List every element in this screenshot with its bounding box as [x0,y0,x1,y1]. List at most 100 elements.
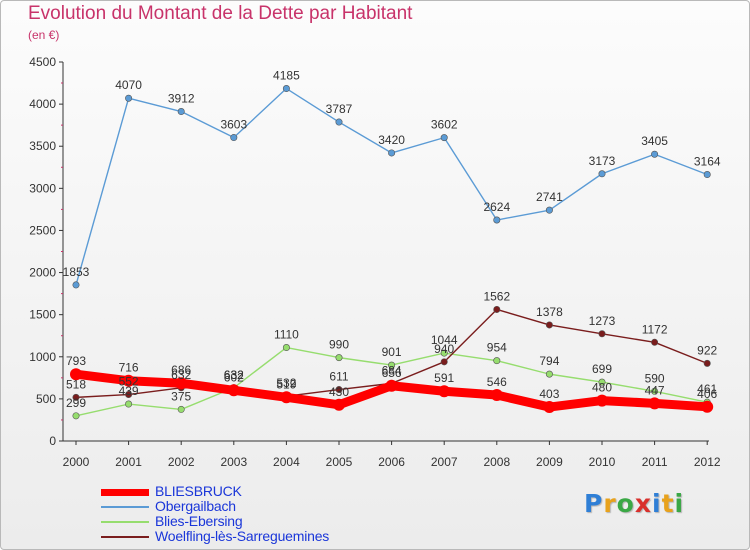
data-point [545,370,553,378]
data-label: 546 [487,375,507,389]
data-point [227,384,240,397]
legend-label: Blies-Ebersing [155,513,243,529]
data-point [545,321,553,329]
legend-label: Woelfling-lès-Sarreguemines [155,528,330,544]
data-point [598,330,606,338]
x-tick-label: 2009 [536,455,563,469]
data-label: 532 [276,376,296,390]
logo-letter: i [652,489,662,518]
y-tick-label: 1000 [29,350,56,364]
legend-item: Woelfling-lès-Sarreguemines [101,528,421,545]
data-point [230,134,238,142]
data-label: 480 [592,381,612,395]
data-point [703,171,711,179]
data-point [280,391,293,404]
x-tick-label: 2001 [115,455,142,469]
data-point [70,368,82,381]
data-label: 430 [329,385,349,399]
data-label: 1853 [63,265,90,279]
data-label: 2624 [483,200,510,214]
data-label: 793 [66,354,86,368]
data-point [596,394,608,407]
data-point [125,400,133,408]
logo-letter: i [674,489,685,518]
data-point [598,378,606,386]
data-point [388,361,396,369]
data-label: 3420 [378,133,405,147]
data-label: 922 [697,343,717,357]
series-line-1 [75,87,708,286]
logo-letter: r [603,489,617,518]
data-point [440,134,448,142]
data-label: 3405 [641,134,668,148]
y-tick-label: 2000 [29,266,56,280]
data-point [177,405,185,413]
data-point [177,108,185,116]
data-point [651,150,659,158]
legend-item: Obergailbach [101,498,421,515]
y-tick-label: 0 [49,434,56,448]
data-label: 461 [697,382,717,396]
x-tick-label: 2006 [378,455,405,469]
data-label: 954 [487,341,507,355]
data-label: 3164 [694,155,721,169]
data-point [125,391,133,399]
data-label: 1044 [431,333,458,347]
data-label: 632 [224,368,244,382]
proxiti-logo: Proxiti [584,489,684,518]
series-lines [70,85,714,420]
data-label: 686 [171,363,191,377]
data-label: 990 [329,338,349,352]
legend-swatch [101,521,149,523]
data-label: 602 [224,370,244,384]
data-point [125,94,133,102]
chart-subtitle: (en €) [28,28,60,42]
x-tick-label: 2005 [326,455,353,469]
x-tick-label: 2000 [63,455,90,469]
data-label: 299 [66,396,86,410]
data-label: 2741 [536,190,563,204]
data-label: 1172 [642,322,668,336]
data-label: 1378 [536,305,563,319]
data-label: 591 [434,371,454,385]
data-label: 439 [119,384,139,398]
data-point [493,357,501,365]
data-point [440,349,448,357]
x-tick-label: 2002 [168,455,195,469]
data-point [651,387,659,395]
legend-swatch [101,506,149,508]
data-point [333,398,345,411]
data-label: 611 [329,370,348,384]
data-label: 3603 [220,118,247,132]
data-label: 590 [645,371,665,385]
logo-letter: o [616,489,635,518]
data-label: 4070 [115,78,142,92]
logo-letter: t [661,489,675,518]
data-label: 1562 [483,289,510,303]
legend-label: Obergailbach [155,498,236,514]
data-label: 403 [539,387,559,401]
data-point [648,397,661,410]
data-label: 794 [539,354,559,368]
data-point [545,206,553,214]
data-label: 940 [434,342,454,356]
y-tick-label: 4000 [29,97,56,111]
data-point [385,379,398,392]
data-label: 447 [645,383,665,397]
data-label: 518 [66,377,86,391]
legend: BLIESBRUCK Obergailbach Blies-Ebersing Woel… [101,483,421,545]
data-label: 3602 [431,118,458,132]
y-tick-label: 1500 [29,308,56,322]
data-point [72,412,80,420]
chart-title: Evolution du Montant de la Dette par Hab… [28,3,413,24]
x-tick-label: 2007 [431,455,458,469]
data-label: 632 [224,368,244,382]
x-tick-label: 2012 [694,455,721,469]
data-label: 3173 [589,154,616,168]
data-point [543,401,556,414]
data-point [335,386,343,394]
legend-item: BLIESBRUCK [101,483,421,500]
data-labels: 1853 4070 3912 3603 4185 3787 3420 3602 2624 2741… [63,69,721,410]
y-tick-label: 3000 [29,181,56,195]
